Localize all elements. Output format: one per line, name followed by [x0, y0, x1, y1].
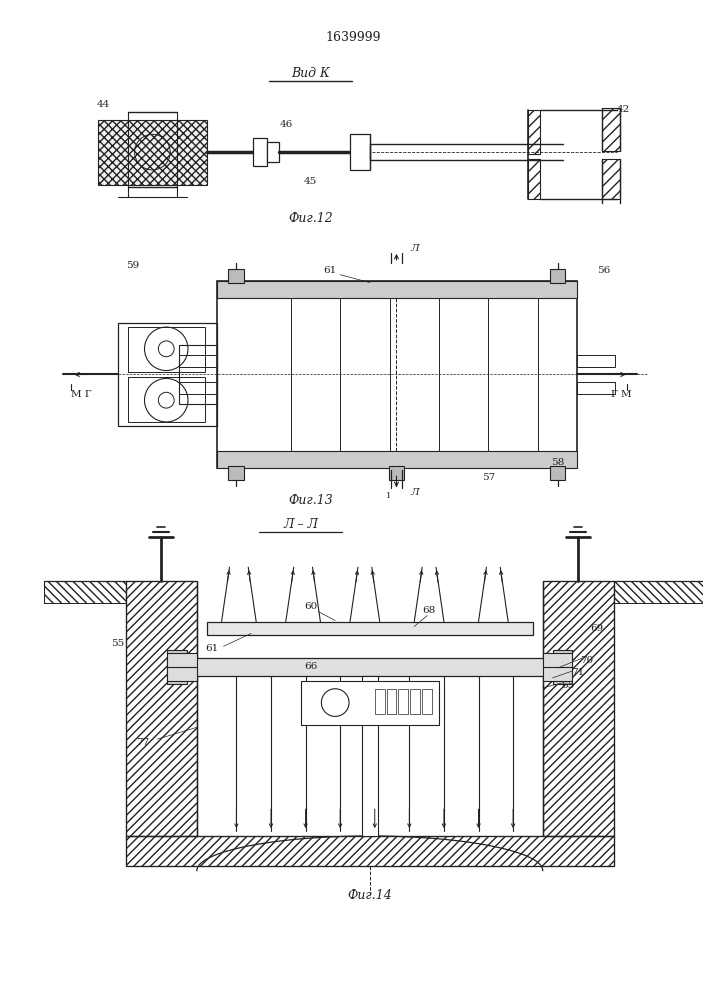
Text: 71: 71	[571, 668, 584, 677]
Text: 1639999: 1639999	[325, 31, 381, 44]
Bar	[362, 676, 378, 836]
Bar	[375, 689, 385, 714]
Bar	[126, 836, 614, 866]
Bar	[410, 689, 420, 714]
Text: 60: 60	[304, 602, 317, 611]
Text: Л: Л	[410, 488, 419, 497]
Text: 57: 57	[481, 473, 495, 482]
Text: Л – Л: Л – Л	[283, 518, 318, 531]
Bar	[389, 466, 404, 480]
Text: 58: 58	[551, 458, 564, 467]
Text: М Г: М Г	[71, 390, 92, 399]
Bar	[267, 142, 279, 162]
Bar	[206, 622, 533, 635]
Bar	[128, 377, 205, 422]
Bar	[168, 650, 187, 684]
Text: 68: 68	[423, 606, 436, 615]
Text: 45: 45	[304, 177, 317, 186]
Bar	[350, 134, 370, 170]
Bar	[179, 382, 216, 394]
Bar	[553, 650, 573, 684]
Bar	[179, 345, 216, 404]
Bar	[216, 451, 578, 468]
Bar	[549, 466, 566, 480]
Bar	[543, 653, 573, 681]
Bar	[216, 281, 578, 298]
Bar	[126, 581, 197, 836]
Text: Фиг.14: Фиг.14	[347, 889, 392, 902]
Text: 77: 77	[136, 738, 149, 747]
Bar	[602, 159, 620, 199]
Text: 61: 61	[324, 266, 337, 275]
Text: 55: 55	[111, 639, 124, 648]
Text: 61: 61	[205, 644, 218, 653]
Bar	[578, 382, 615, 394]
Text: Фиг.12: Фиг.12	[288, 212, 333, 225]
Bar	[528, 110, 539, 154]
Text: 44: 44	[96, 100, 110, 109]
Bar	[387, 689, 397, 714]
Text: Г М: Г М	[611, 390, 631, 399]
Text: 59: 59	[126, 261, 139, 270]
Text: 1: 1	[386, 492, 391, 500]
Bar	[216, 281, 578, 468]
Bar	[578, 355, 615, 367]
Bar	[300, 681, 439, 725]
Text: 56: 56	[597, 266, 610, 275]
Bar	[543, 581, 614, 836]
Bar	[228, 466, 245, 480]
Bar	[228, 269, 245, 283]
Bar	[602, 108, 620, 151]
Bar	[126, 581, 197, 836]
Bar	[543, 581, 614, 836]
Bar	[118, 323, 216, 426]
Text: 65: 65	[561, 681, 574, 690]
Bar	[549, 269, 566, 283]
Text: 46: 46	[280, 120, 293, 129]
Text: 42: 42	[617, 105, 630, 114]
Bar	[126, 836, 614, 866]
Bar	[528, 159, 539, 199]
Bar	[614, 581, 707, 603]
Text: 66: 66	[304, 662, 317, 671]
Bar	[422, 689, 432, 714]
Bar	[98, 120, 206, 185]
Bar	[399, 689, 409, 714]
Bar	[253, 138, 267, 166]
Text: 70: 70	[580, 656, 594, 665]
Text: Вид К: Вид К	[291, 67, 330, 80]
Text: 69: 69	[590, 624, 604, 633]
Bar	[185, 658, 554, 676]
Bar	[128, 327, 205, 372]
Text: Фиг.13: Фиг.13	[288, 493, 333, 506]
Bar	[179, 355, 216, 367]
Bar	[44, 581, 126, 603]
Bar	[168, 653, 197, 681]
Text: Л: Л	[410, 244, 419, 253]
